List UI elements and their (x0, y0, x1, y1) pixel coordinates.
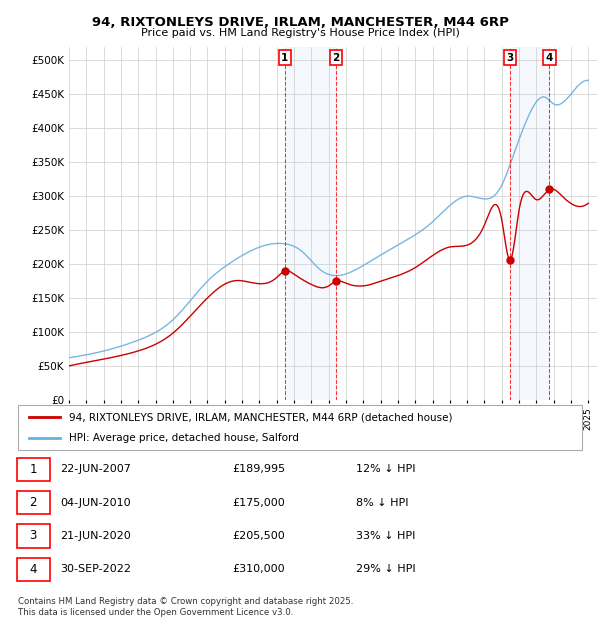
Text: 2: 2 (29, 496, 37, 509)
Text: £205,500: £205,500 (232, 531, 285, 541)
Text: 30-SEP-2022: 30-SEP-2022 (60, 564, 131, 574)
Text: 04-JUN-2010: 04-JUN-2010 (60, 498, 131, 508)
Text: 1: 1 (281, 53, 289, 63)
Text: 22-JUN-2007: 22-JUN-2007 (60, 464, 131, 474)
Bar (510, 46, 550, 400)
Text: Contains HM Land Registry data © Crown copyright and database right 2025.
This d: Contains HM Land Registry data © Crown c… (18, 598, 353, 617)
Text: £175,000: £175,000 (232, 498, 285, 508)
FancyBboxPatch shape (17, 557, 50, 581)
Text: 4: 4 (546, 53, 553, 63)
Text: 21-JUN-2020: 21-JUN-2020 (60, 531, 131, 541)
Text: 33% ↓ HPI: 33% ↓ HPI (356, 531, 416, 541)
Text: 4: 4 (29, 563, 37, 576)
Text: 94, RIXTONLEYS DRIVE, IRLAM, MANCHESTER, M44 6RP (detached house): 94, RIXTONLEYS DRIVE, IRLAM, MANCHESTER,… (69, 412, 452, 422)
Text: £310,000: £310,000 (232, 564, 285, 574)
Bar (285, 46, 336, 400)
Text: 3: 3 (29, 529, 37, 542)
Text: 1: 1 (29, 463, 37, 476)
FancyBboxPatch shape (18, 405, 582, 450)
Text: 3: 3 (506, 53, 514, 63)
Text: HPI: Average price, detached house, Salford: HPI: Average price, detached house, Salf… (69, 433, 299, 443)
Text: 29% ↓ HPI: 29% ↓ HPI (356, 564, 416, 574)
Text: Price paid vs. HM Land Registry's House Price Index (HPI): Price paid vs. HM Land Registry's House … (140, 28, 460, 38)
Text: £189,995: £189,995 (232, 464, 286, 474)
FancyBboxPatch shape (17, 491, 50, 514)
Text: 94, RIXTONLEYS DRIVE, IRLAM, MANCHESTER, M44 6RP: 94, RIXTONLEYS DRIVE, IRLAM, MANCHESTER,… (92, 16, 508, 29)
Text: 2: 2 (332, 53, 340, 63)
FancyBboxPatch shape (17, 458, 50, 481)
Text: 12% ↓ HPI: 12% ↓ HPI (356, 464, 416, 474)
FancyBboxPatch shape (17, 525, 50, 547)
Text: 8% ↓ HPI: 8% ↓ HPI (356, 498, 409, 508)
